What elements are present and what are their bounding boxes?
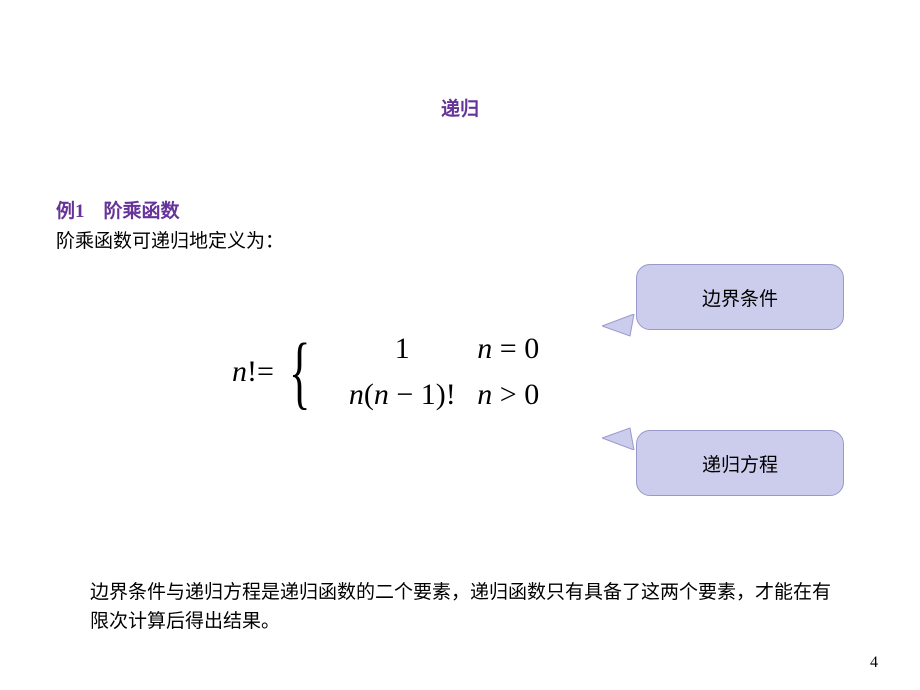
- example-description: 阶乘函数可递归地定义为：: [56, 226, 284, 253]
- callout-tail-icon: [602, 420, 642, 450]
- formula-lhs: n!=: [232, 355, 274, 389]
- slide-title: 递归: [0, 94, 920, 121]
- case-row: 1 n = 0: [327, 332, 587, 366]
- callout-boundary-condition: 边界条件: [636, 264, 844, 330]
- case-expr: 1: [327, 332, 477, 366]
- slide: 递归 例1 阶乘函数 阶乘函数可递归地定义为： n!= { 1 n = 0 n(…: [0, 0, 920, 690]
- callout-label: 边界条件: [702, 284, 778, 311]
- formula-cases: 1 n = 0 n(n − 1)! n > 0: [327, 332, 587, 412]
- callout-tail-icon: [602, 314, 642, 344]
- formula-brace: {: [289, 335, 311, 409]
- callout-recursive-equation: 递归方程: [636, 430, 844, 496]
- case-expr: n(n − 1)!: [327, 378, 477, 412]
- callout-label: 递归方程: [702, 450, 778, 477]
- summary-text: 边界条件与递归方程是递归函数的二个要素，递归函数只有具备了这两个要素，才能在有限…: [90, 579, 840, 636]
- case-row: n(n − 1)! n > 0: [327, 378, 587, 412]
- case-cond: n = 0: [477, 332, 587, 366]
- page-number: 4: [870, 654, 878, 672]
- example-label: 例1 阶乘函数: [56, 196, 180, 223]
- factorial-formula: n!= { 1 n = 0 n(n − 1)! n > 0: [232, 332, 587, 412]
- case-cond: n > 0: [477, 378, 587, 412]
